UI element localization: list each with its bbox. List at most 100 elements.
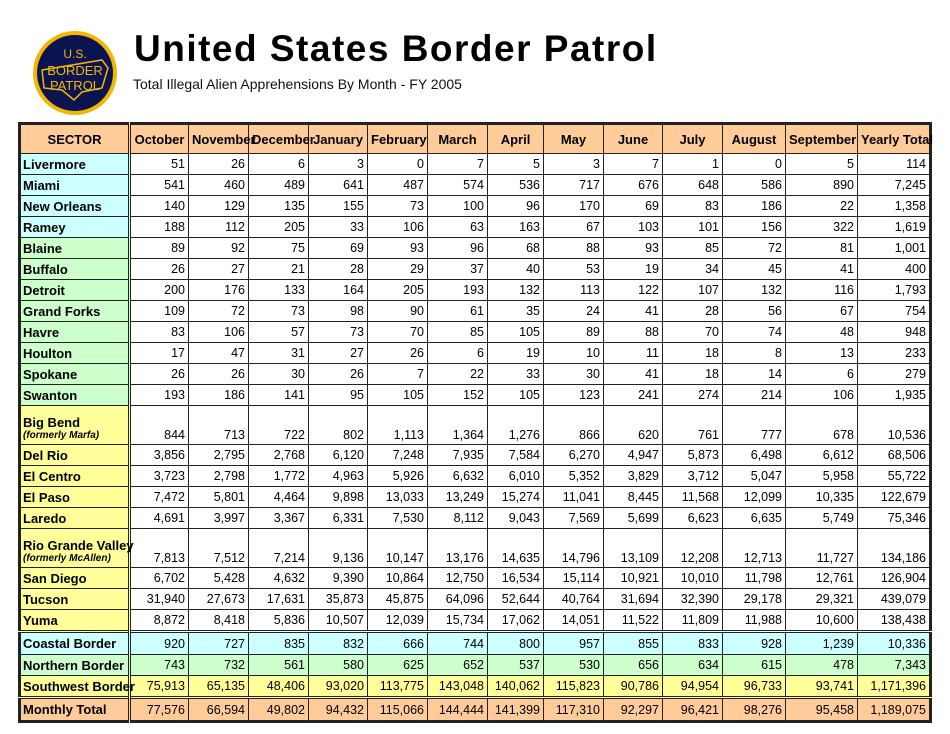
table-row: Del Rio 3,856 2,795 2,768 6,120 7,248 7,935 7,5… xyxy=(19,444,931,466)
value-cell: 10,507 xyxy=(308,609,368,632)
value-cell: 93,020 xyxy=(308,675,368,698)
value-cell: 8,872 xyxy=(129,609,189,632)
value-cell: 3 xyxy=(308,153,368,175)
value-cell: 52,644 xyxy=(487,588,544,610)
sector-name: Havre xyxy=(23,324,60,340)
value-cell: 12,761 xyxy=(785,567,858,589)
value-cell: 5,873 xyxy=(662,444,723,466)
svg-text:U.S.: U.S. xyxy=(63,47,86,61)
value-cell: 64,096 xyxy=(427,588,488,610)
value-cell: 22 xyxy=(785,195,858,217)
value-cell: 233 xyxy=(857,342,931,364)
value-cell: 14 xyxy=(722,363,786,385)
value-cell: 7 xyxy=(603,153,663,175)
value-cell: 66,594 xyxy=(188,696,249,722)
value-cell: 7 xyxy=(427,153,488,175)
value-cell: 95,458 xyxy=(785,696,858,722)
sector-name: Del Rio xyxy=(23,447,68,463)
value-cell: 2,795 xyxy=(188,444,249,466)
sector-name: Spokane xyxy=(23,366,78,382)
value-cell: 35,873 xyxy=(308,588,368,610)
value-cell: 93 xyxy=(367,237,428,259)
value-cell: 866 xyxy=(543,405,604,445)
value-cell: 0 xyxy=(722,153,786,175)
sector-cell: Spokane xyxy=(19,363,131,385)
value-cell: 164 xyxy=(308,279,368,301)
value-cell: 652 xyxy=(427,654,488,676)
value-cell: 8 xyxy=(722,342,786,364)
value-cell: 77,576 xyxy=(129,696,189,722)
value-cell: 855 xyxy=(603,630,663,655)
value-cell: 132 xyxy=(722,279,786,301)
sector-name: Monthly Total xyxy=(23,702,107,717)
value-cell: 132 xyxy=(487,279,544,301)
value-cell: 6 xyxy=(427,342,488,364)
value-cell: 114 xyxy=(857,153,931,175)
value-cell: 200 xyxy=(129,279,189,301)
value-cell: 489 xyxy=(248,174,309,196)
value-cell: 98 xyxy=(308,300,368,322)
value-cell: 5,836 xyxy=(248,609,309,632)
value-cell: 11,809 xyxy=(662,609,723,632)
sector-note: (formerly Marfa) xyxy=(23,430,100,441)
value-cell: 1,935 xyxy=(857,384,931,406)
value-cell: 537 xyxy=(487,654,544,676)
value-cell: 37 xyxy=(427,258,488,280)
value-cell: 648 xyxy=(662,174,723,196)
column-header: January xyxy=(308,123,368,154)
value-cell: 193 xyxy=(427,279,488,301)
value-cell: 35 xyxy=(487,300,544,322)
value-cell: 1,171,396 xyxy=(857,675,931,698)
sector-name: Southwest Border xyxy=(23,678,135,694)
value-cell: 143,048 xyxy=(427,675,488,698)
sector-cell: Detroit xyxy=(19,279,131,301)
value-cell: 10,335 xyxy=(785,486,858,508)
value-cell: 279 xyxy=(857,363,931,385)
value-cell: 666 xyxy=(367,630,428,655)
value-cell: 948 xyxy=(857,321,931,343)
value-cell: 1,113 xyxy=(367,405,428,445)
value-cell: 625 xyxy=(367,654,428,676)
value-cell: 41 xyxy=(785,258,858,280)
column-header: September xyxy=(785,123,858,154)
sector-cell: Big Bend (formerly Marfa) xyxy=(19,405,131,445)
value-cell: 9,898 xyxy=(308,486,368,508)
table-row: New Orleans 140 129 135 155 73 100 96 170 69 83 186… xyxy=(19,195,931,217)
value-cell: 13,109 xyxy=(603,528,663,568)
value-cell: 1,793 xyxy=(857,279,931,301)
value-cell: 478 xyxy=(785,654,858,676)
value-cell: 29,321 xyxy=(785,588,858,610)
value-cell: 33 xyxy=(308,216,368,238)
value-cell: 156 xyxy=(722,216,786,238)
sector-name: New Orleans xyxy=(23,198,102,214)
value-cell: 140,062 xyxy=(487,675,544,698)
value-cell: 1 xyxy=(662,153,723,175)
sector-cell: Blaine xyxy=(19,237,131,259)
value-cell: 678 xyxy=(785,405,858,445)
sector-name: Yuma xyxy=(23,612,58,628)
value-cell: 13,176 xyxy=(427,528,488,568)
sector-name: San Diego xyxy=(23,570,87,586)
value-cell: 14,051 xyxy=(543,609,604,632)
value-cell: 193 xyxy=(129,384,189,406)
value-cell: 107 xyxy=(662,279,723,301)
value-cell: 140 xyxy=(129,195,189,217)
value-cell: 96 xyxy=(487,195,544,217)
value-cell: 13 xyxy=(785,342,858,364)
value-cell: 89 xyxy=(543,321,604,343)
value-cell: 144,444 xyxy=(427,696,488,722)
sector-cell: Houlton xyxy=(19,342,131,364)
value-cell: 105 xyxy=(367,384,428,406)
sector-cell: Havre xyxy=(19,321,131,343)
value-cell: 12,713 xyxy=(722,528,786,568)
value-cell: 88 xyxy=(543,237,604,259)
value-cell: 53 xyxy=(543,258,604,280)
value-cell: 176 xyxy=(188,279,249,301)
value-cell: 18 xyxy=(662,363,723,385)
value-cell: 5,801 xyxy=(188,486,249,508)
value-cell: 22 xyxy=(427,363,488,385)
column-header: October xyxy=(129,123,189,154)
value-cell: 5,926 xyxy=(367,465,428,487)
value-cell: 56 xyxy=(722,300,786,322)
sector-cell: Southwest Border xyxy=(19,675,135,698)
